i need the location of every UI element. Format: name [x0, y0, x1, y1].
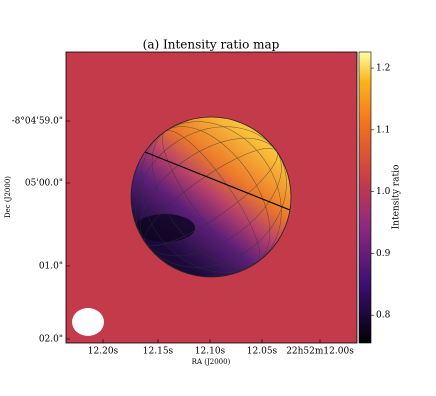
colorbar-tick-label: 1.0 — [376, 187, 391, 197]
beam — [72, 308, 104, 336]
colorbar-tick-label: 1.2 — [376, 64, 390, 74]
x-axis-label: RA (J2000) — [192, 358, 231, 366]
y-tick-label: 01.0" — [39, 262, 63, 272]
colorbar-label: Intensity ratio — [392, 165, 402, 230]
x-tick-label: 22h52m12.00s — [286, 347, 354, 357]
colorbar-tick-label: 1.1 — [376, 125, 390, 135]
y-tick-label: 05'00.0" — [25, 179, 63, 189]
x-tick-label: 12.05s — [247, 347, 278, 357]
x-tick-label: 12.20s — [88, 347, 119, 357]
y-tick-label: 02.0" — [39, 335, 63, 345]
colorbar-tick-label: 0.8 — [376, 311, 391, 321]
colorbar — [358, 51, 372, 344]
chart-title: (a) Intensity ratio map — [143, 38, 280, 52]
y-tick-label: -8°04'59.0" — [12, 117, 63, 127]
x-tick-label: 12.10s — [195, 347, 226, 357]
y-axis-label: Dec (J2000) — [4, 176, 12, 218]
x-tick-label: 12.15s — [143, 347, 174, 357]
colorbar-tick-label: 0.9 — [376, 249, 391, 259]
